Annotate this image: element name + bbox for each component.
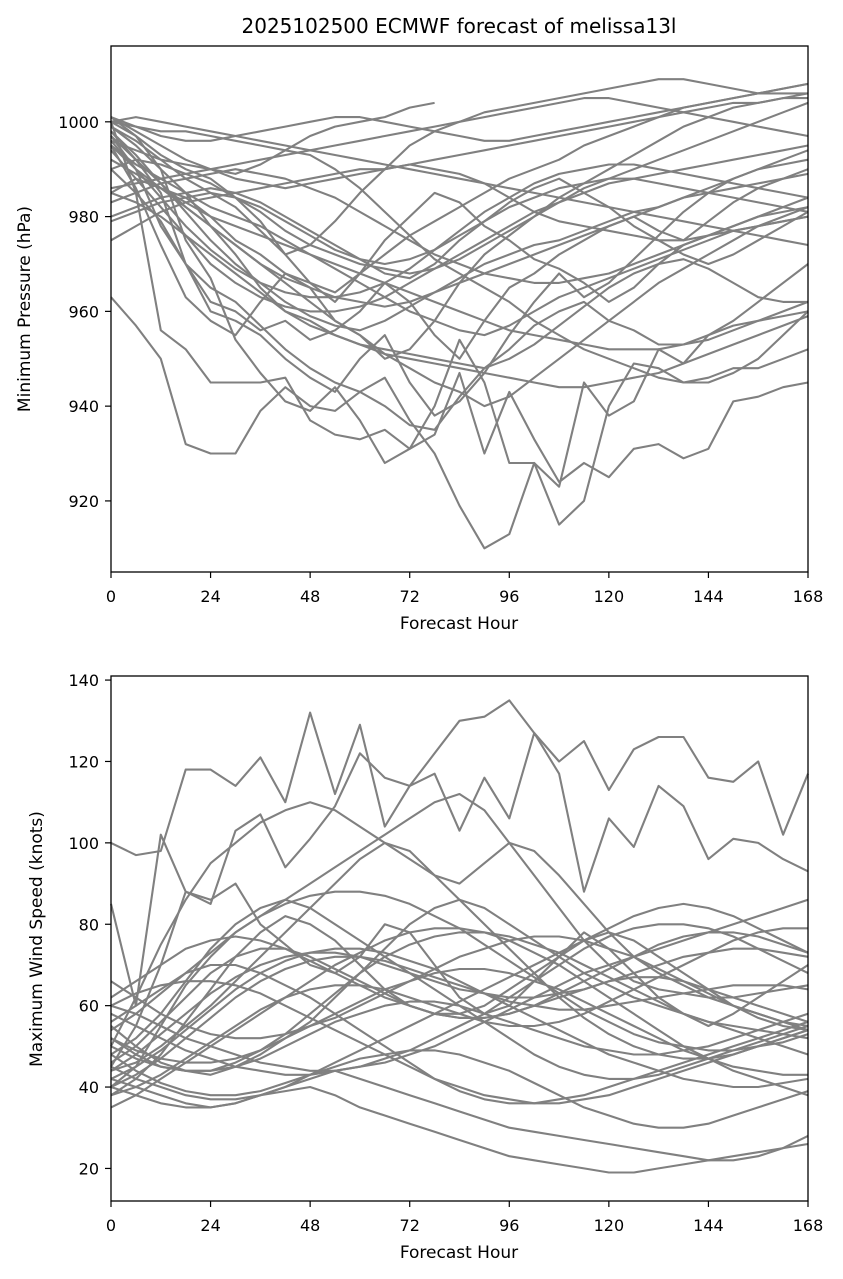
pressure-ensemble-member-line — [110, 97, 809, 190]
pressure-ensemble-member-line — [110, 135, 809, 308]
pressure-ensemble-member-line — [110, 121, 809, 484]
pressure-ensemble-member-line — [110, 177, 809, 266]
pressure-x-ticks: 0 24 48 72 96 120 144 168 — [106, 572, 823, 606]
wind-ensemble-member-line — [110, 967, 808, 1076]
wind-x-tick-label: 96 — [499, 1216, 519, 1235]
wind-ensemble-member-line — [110, 1065, 809, 1174]
pressure-x-tick-label: 48 — [300, 587, 320, 606]
pressure-ensemble-member-line — [110, 144, 809, 337]
pressure-y-axis-label: Minimum Pressure (hPa) — [15, 206, 35, 412]
pressure-y-tick-label: 940 — [68, 397, 99, 416]
wind-ensemble-member-line — [110, 947, 809, 1089]
wind-ensemble-member-line — [110, 931, 809, 1072]
pressure-ensemble-member-line — [110, 158, 809, 351]
pressure-x-tick-label: 0 — [106, 587, 116, 606]
pressure-ensemble-member-line — [110, 130, 809, 332]
wind-y-axis-label: Maximum Wind Speed (knots) — [27, 811, 47, 1067]
pressure-ensemble-member-line — [110, 97, 808, 190]
pressure-x-tick-label: 24 — [200, 587, 220, 606]
wind-y-tick-label: 20 — [79, 1159, 99, 1178]
pressure-x-tick-label: 72 — [400, 587, 420, 606]
wind-ensemble-member-line — [110, 955, 809, 1088]
wind-ensemble-member-line — [110, 699, 809, 857]
wind-y-tick-label: 100 — [68, 834, 99, 853]
pressure-x-tick-label: 168 — [793, 587, 824, 606]
wind-panel: 0 24 48 72 96 120 144 168 20 40 60 80 100 120 140 For… — [27, 671, 823, 1263]
pressure-ensemble-member-line — [110, 163, 809, 242]
wind-ensemble-member-line — [110, 931, 809, 1064]
wind-x-tick-label: 48 — [300, 1216, 320, 1235]
pressure-ensemble-member-line — [110, 140, 809, 299]
chart-title: 2025102500 ECMWF forecast of melissa13l — [242, 14, 677, 38]
pressure-ensemble-member-line — [110, 135, 809, 360]
wind-ensemble-member-line — [110, 1000, 809, 1072]
pressure-ensemble-member-line — [110, 82, 809, 142]
pressure-y-tick-label: 920 — [68, 492, 99, 511]
wind-ensemble-member-line — [110, 1069, 809, 1162]
pressure-ensemble-member-line — [110, 120, 809, 384]
pressure-y-tick-label: 980 — [68, 208, 99, 227]
wind-ensemble-member-line — [110, 963, 809, 1105]
wind-ensemble-member-line — [110, 935, 809, 1040]
wind-ensemble-member-line — [110, 890, 809, 1052]
pressure-ensemble-member-line — [110, 116, 809, 488]
wind-ensemble-member-line — [110, 902, 809, 1109]
pressure-x-axis-label: Forecast Hour — [400, 614, 518, 634]
wind-x-tick-label: 24 — [200, 1216, 220, 1235]
pressure-ensemble-member-line — [110, 191, 809, 389]
pressure-panel: 2025102500 ECMWF forecast of melissa13l … — [15, 14, 823, 634]
pressure-ensemble-member-line — [110, 144, 809, 408]
pressure-y-ticks: 920 940 960 980 1000 — [58, 113, 111, 511]
wind-y-tick-label: 80 — [79, 915, 99, 934]
wind-ensemble-member-line — [110, 923, 809, 1076]
wind-y-tick-label: 120 — [68, 752, 99, 771]
wind-y-tick-label: 60 — [79, 997, 99, 1016]
pressure-ensemble-member-line — [110, 144, 809, 313]
pressure-ensemble-member-line — [110, 168, 809, 431]
wind-ensemble-member-line — [110, 898, 809, 1072]
wind-ensemble-member-line — [109, 731, 809, 1007]
wind-x-tick-label: 0 — [106, 1216, 116, 1235]
wind-x-tick-label: 144 — [693, 1216, 724, 1235]
wind-ensemble-member-line — [110, 882, 809, 1068]
wind-y-tick-label: 140 — [68, 671, 99, 690]
pressure-ensemble-member-line — [110, 177, 809, 280]
pressure-series-layer — [110, 78, 809, 550]
wind-ensemble-member-line — [110, 801, 809, 1047]
wind-ensemble-member-line — [110, 947, 809, 1072]
pressure-x-tick-label: 120 — [594, 587, 625, 606]
pressure-ensemble-member-line — [110, 78, 808, 256]
pressure-ensemble-member-line — [110, 101, 809, 275]
wind-y-ticks: 20 40 60 80 100 120 140 — [68, 671, 111, 1178]
pressure-x-tick-label: 144 — [693, 587, 724, 606]
wind-x-tick-label: 120 — [594, 1216, 625, 1235]
wind-ensemble-member-line — [110, 792, 809, 1088]
wind-x-tick-label: 168 — [793, 1216, 824, 1235]
pressure-ensemble-member-line — [110, 116, 809, 247]
wind-ensemble-member-line — [110, 1049, 809, 1129]
wind-ensemble-member-line — [110, 980, 809, 1105]
pressure-ensemble-member-line — [110, 125, 808, 370]
wind-ensemble-member-line — [110, 841, 809, 1072]
wind-plot-frame — [110, 675, 809, 1202]
pressure-ensemble-member-line — [110, 296, 809, 550]
wind-series-layer — [109, 699, 809, 1174]
pressure-ensemble-member-line — [110, 120, 809, 303]
pressure-plot-frame — [110, 45, 809, 573]
pressure-ensemble-member-line — [110, 130, 809, 417]
pressure-y-tick-label: 960 — [68, 302, 99, 321]
wind-x-ticks: 0 24 48 72 96 120 144 168 — [106, 1201, 823, 1235]
pressure-ensemble-member-line — [110, 168, 809, 284]
pressure-x-tick-label: 96 — [499, 587, 519, 606]
wind-y-tick-label: 40 — [79, 1078, 99, 1097]
wind-x-axis-label: Forecast Hour — [400, 1243, 518, 1263]
wind-x-tick-label: 72 — [400, 1216, 420, 1235]
wind-ensemble-member-line — [110, 927, 808, 1097]
pressure-y-tick-label: 1000 — [58, 113, 99, 132]
